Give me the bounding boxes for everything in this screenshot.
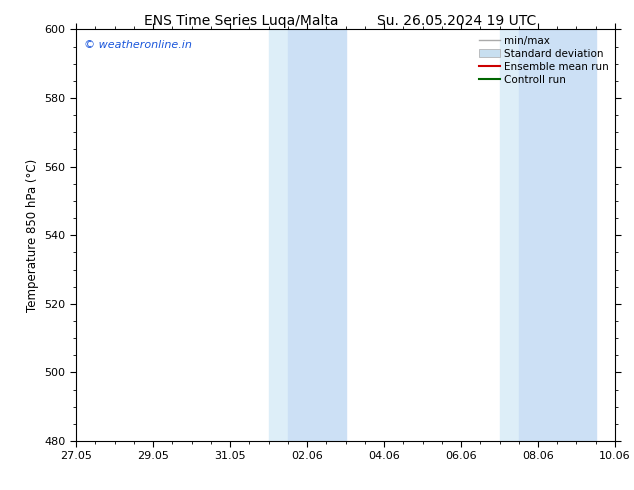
Bar (519, 29, 596, 441)
Bar (500, 29, 519, 441)
Text: © weatheronline.in: © weatheronline.in (84, 40, 192, 49)
Bar (269, 29, 288, 441)
Bar (288, 29, 346, 441)
Legend: min/max, Standard deviation, Ensemble mean run, Controll run: min/max, Standard deviation, Ensemble me… (475, 31, 613, 89)
Text: ENS Time Series Luqa/Malta: ENS Time Series Luqa/Malta (144, 14, 338, 28)
Y-axis label: Temperature 850 hPa (°C): Temperature 850 hPa (°C) (26, 159, 39, 312)
Text: Su. 26.05.2024 19 UTC: Su. 26.05.2024 19 UTC (377, 14, 536, 28)
